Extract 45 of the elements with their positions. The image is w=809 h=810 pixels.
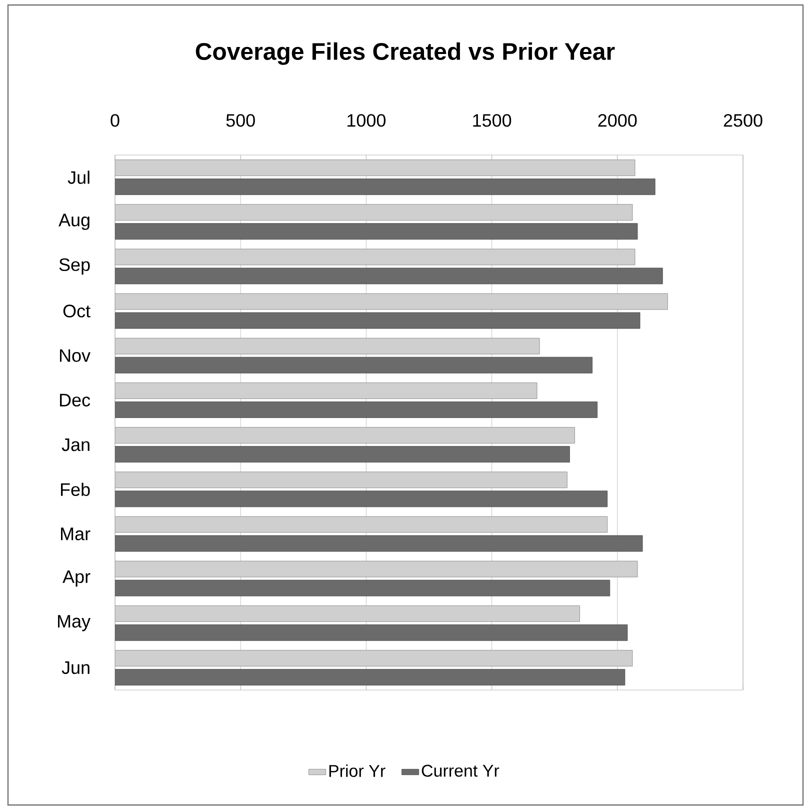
x-tick-label: 500 (226, 114, 255, 127)
y-tick-label: Jan (62, 438, 90, 452)
bar (115, 427, 575, 444)
y-tick-label: Oct (63, 304, 90, 318)
y-tick-label: Dec (60, 394, 90, 406)
bar (115, 560, 638, 578)
bar (115, 248, 636, 266)
bar (115, 382, 538, 399)
x-tick-label: 0 (110, 114, 120, 127)
bar (115, 605, 580, 622)
y-tick-label: Sep (59, 258, 90, 275)
x-tick-label: 2500 (724, 114, 762, 127)
legend-label: Prior Yr (329, 764, 386, 777)
legend-label: Current Yr (422, 764, 500, 777)
bar (115, 356, 592, 374)
bar (115, 160, 636, 176)
bar (115, 669, 626, 686)
x-tick-label: 2000 (598, 114, 637, 127)
bar (115, 472, 568, 488)
bar (115, 293, 668, 310)
bar (115, 535, 643, 552)
y-tick-label: Apr (62, 570, 90, 587)
bar (115, 402, 598, 418)
bar (115, 312, 640, 329)
bar (115, 650, 633, 666)
y-tick-label: May (58, 615, 91, 632)
bar (115, 204, 633, 221)
chart-title: Coverage Files Created vs Prior Year (196, 42, 615, 65)
bar (115, 624, 628, 641)
y-tick-label: Aug (58, 214, 90, 230)
y-tick-label: Jul (68, 170, 90, 184)
bar (115, 446, 570, 462)
y-tick-label: Jun (62, 661, 90, 674)
bar (115, 490, 608, 508)
y-tick-label: Feb (61, 482, 90, 496)
bar (115, 338, 540, 354)
x-tick-label: 1500 (473, 114, 512, 127)
bar (115, 516, 608, 533)
bar (115, 223, 638, 240)
y-tick-label: Nov (60, 349, 90, 362)
bar (115, 268, 663, 284)
bar (115, 178, 656, 195)
x-tick-label: 1000 (348, 114, 386, 127)
bar (115, 580, 610, 596)
y-tick-label: Mar (61, 528, 90, 540)
